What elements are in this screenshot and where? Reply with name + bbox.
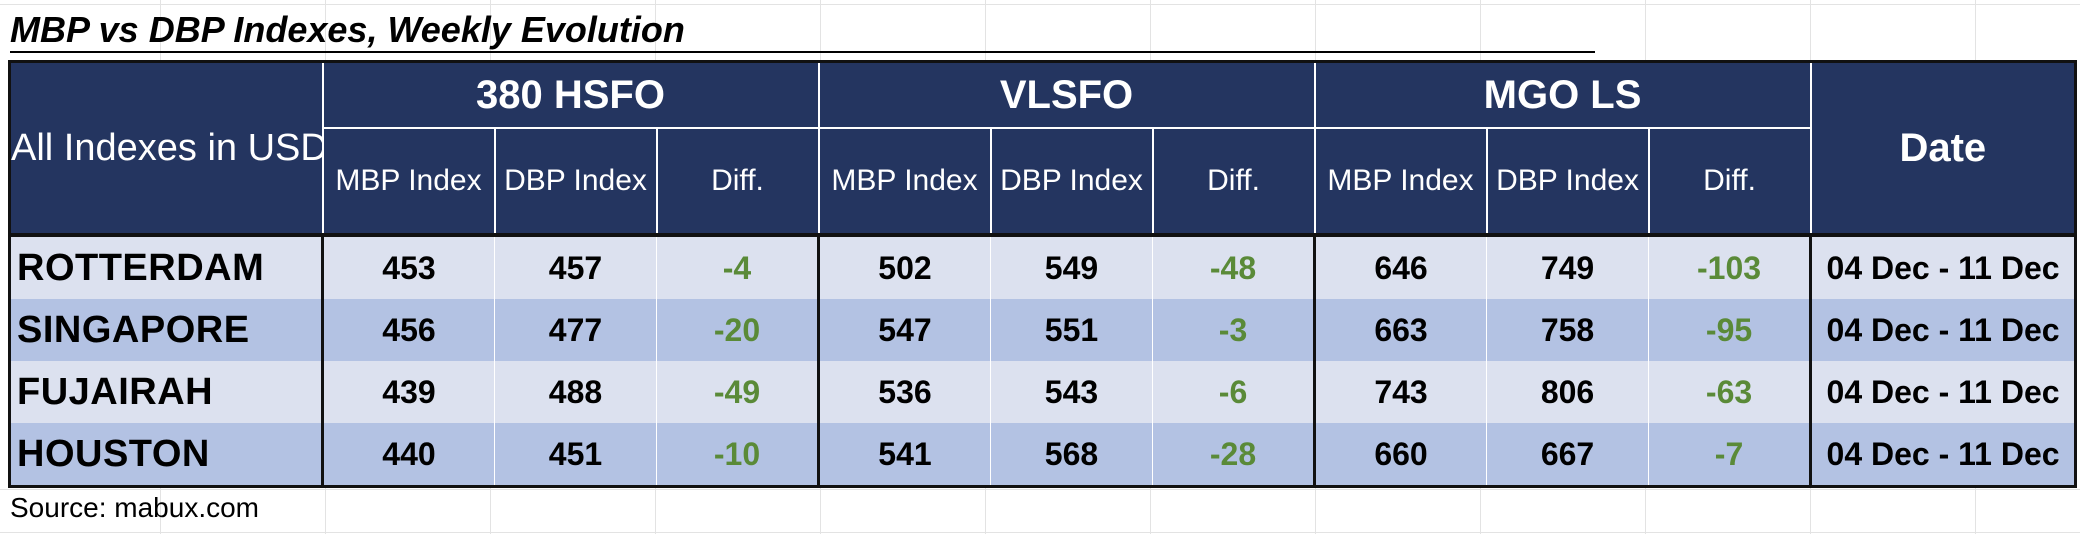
page-title: MBP vs DBP Indexes, Weekly Evolution [10,9,685,50]
vlsfo-diff: -28 [1152,423,1317,487]
mgo-dbp: 758 [1486,299,1650,361]
hsfo-mbp: 439 [322,361,495,423]
subheader-diff: Diff. [1647,127,1812,235]
hsfo-mbp: 440 [322,423,495,487]
vlsfo-diff: -48 [1152,233,1317,299]
date-range: 04 Dec - 11 Dec [1810,233,2077,299]
vlsfo-mbp: 541 [818,423,991,487]
table-row: FUJAIRAH 439 488 -49 536 543 -6 743 806 … [9,361,2077,423]
hsfo-diff: -49 [656,361,820,423]
hsfo-dbp: 457 [494,233,657,299]
subheader-dbp: DBP Index [1485,127,1650,235]
mgo-dbp: 667 [1486,423,1650,487]
hsfo-mbp: 456 [322,299,495,361]
hsfo-dbp: 451 [494,423,657,487]
port-name: HOUSTON [9,423,324,487]
subheader-diff: Diff. [655,127,820,235]
subheader-mbp: MBP Index [321,127,496,235]
vlsfo-diff: -3 [1152,299,1317,361]
title-underline [10,51,1595,53]
date-range: 04 Dec - 11 Dec [1810,423,2077,487]
subheader-diff: Diff. [1151,127,1316,235]
group-header-hsfo: 380 HSFO [321,61,820,128]
mgo-mbp: 646 [1314,233,1488,299]
vlsfo-mbp: 536 [818,361,991,423]
subheader-mbp: MBP Index [817,127,992,235]
vlsfo-mbp: 502 [818,233,991,299]
subheader-dbp: DBP Index [989,127,1154,235]
mgo-diff: -103 [1648,233,1813,299]
vlsfo-dbp: 543 [990,361,1153,423]
hsfo-mbp: 453 [322,233,495,299]
mgo-mbp: 743 [1314,361,1488,423]
vlsfo-mbp: 547 [818,299,991,361]
table-row: ROTTERDAM 453 457 -4 502 549 -48 646 749… [9,233,2077,299]
units-label: All Indexes in USD/MT [9,61,324,235]
mgo-diff: -7 [1648,423,1813,487]
mgo-dbp: 806 [1486,361,1650,423]
group-header-vlsfo: VLSFO [817,61,1316,128]
hsfo-dbp: 477 [494,299,657,361]
mgo-diff: -63 [1648,361,1813,423]
hsfo-diff: -10 [656,423,820,487]
vlsfo-dbp: 549 [990,233,1153,299]
mgo-mbp: 663 [1314,299,1488,361]
index-table: All Indexes in USD/MT 380 HSFO VLSFO MGO… [8,60,2078,488]
table-row: SINGAPORE 456 477 -20 547 551 -3 663 758… [9,299,2077,361]
vlsfo-diff: -6 [1152,361,1317,423]
date-range: 04 Dec - 11 Dec [1810,299,2077,361]
hsfo-dbp: 488 [494,361,657,423]
hsfo-diff: -4 [656,233,820,299]
port-name: ROTTERDAM [9,233,324,299]
port-name: FUJAIRAH [9,361,324,423]
vlsfo-dbp: 568 [990,423,1153,487]
port-name: SINGAPORE [9,299,324,361]
mgo-dbp: 749 [1486,233,1650,299]
vlsfo-dbp: 551 [990,299,1153,361]
mgo-diff: -95 [1648,299,1813,361]
date-header: Date [1809,61,2076,235]
mgo-mbp: 660 [1314,423,1488,487]
table-row: HOUSTON 440 451 -10 541 568 -28 660 667 … [9,423,2077,487]
hsfo-diff: -20 [656,299,820,361]
date-range: 04 Dec - 11 Dec [1810,361,2077,423]
source-note: Source: mabux.com [10,492,259,523]
group-header-mgo: MGO LS [1313,61,1812,128]
subheader-dbp: DBP Index [493,127,658,235]
subheader-mbp: MBP Index [1313,127,1488,235]
